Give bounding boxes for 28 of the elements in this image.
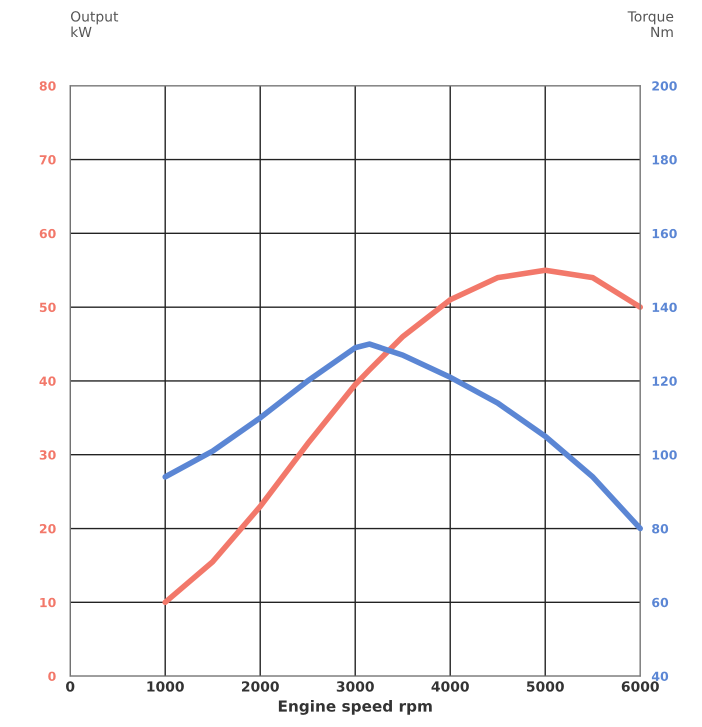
y2-tick-label: 60 <box>652 598 668 608</box>
y2-axis-title: Torque Nm <box>628 11 674 38</box>
y-tick-label: 70 <box>40 155 56 165</box>
y2-tick-label: 180 <box>652 155 677 165</box>
x-tick-label: 1000 <box>147 681 184 692</box>
y-tick-label: 30 <box>40 450 56 460</box>
y2-tick-label: 120 <box>652 376 677 386</box>
x-tick-label: 0 <box>66 681 74 692</box>
y-tick-label: 0 <box>48 672 56 682</box>
y-tick-label: 50 <box>40 302 56 312</box>
y2-tick-label: 40 <box>652 672 668 682</box>
x-tick-label: 3000 <box>336 681 374 692</box>
y2-tick-label: 200 <box>652 81 677 91</box>
y-axis-title: Output kW <box>70 11 118 38</box>
y2-tick-label: 160 <box>652 228 677 238</box>
y-tick-label: 20 <box>40 524 56 534</box>
y-tick-label: 60 <box>40 228 56 238</box>
y-tick-label: 80 <box>40 81 56 91</box>
x-tick-label: 4000 <box>432 681 469 692</box>
x-tick-label: 6000 <box>622 681 659 692</box>
y2-tick-label: 100 <box>652 450 677 460</box>
y-tick-label: 10 <box>40 598 56 608</box>
x-axis-title: Engine speed rpm <box>278 700 432 715</box>
y2-tick-label: 80 <box>652 524 668 534</box>
x-tick-label: 5000 <box>526 681 564 692</box>
x-tick-label: 2000 <box>242 681 279 692</box>
y2-tick-label: 140 <box>652 302 677 312</box>
y-tick-label: 40 <box>39 376 56 386</box>
